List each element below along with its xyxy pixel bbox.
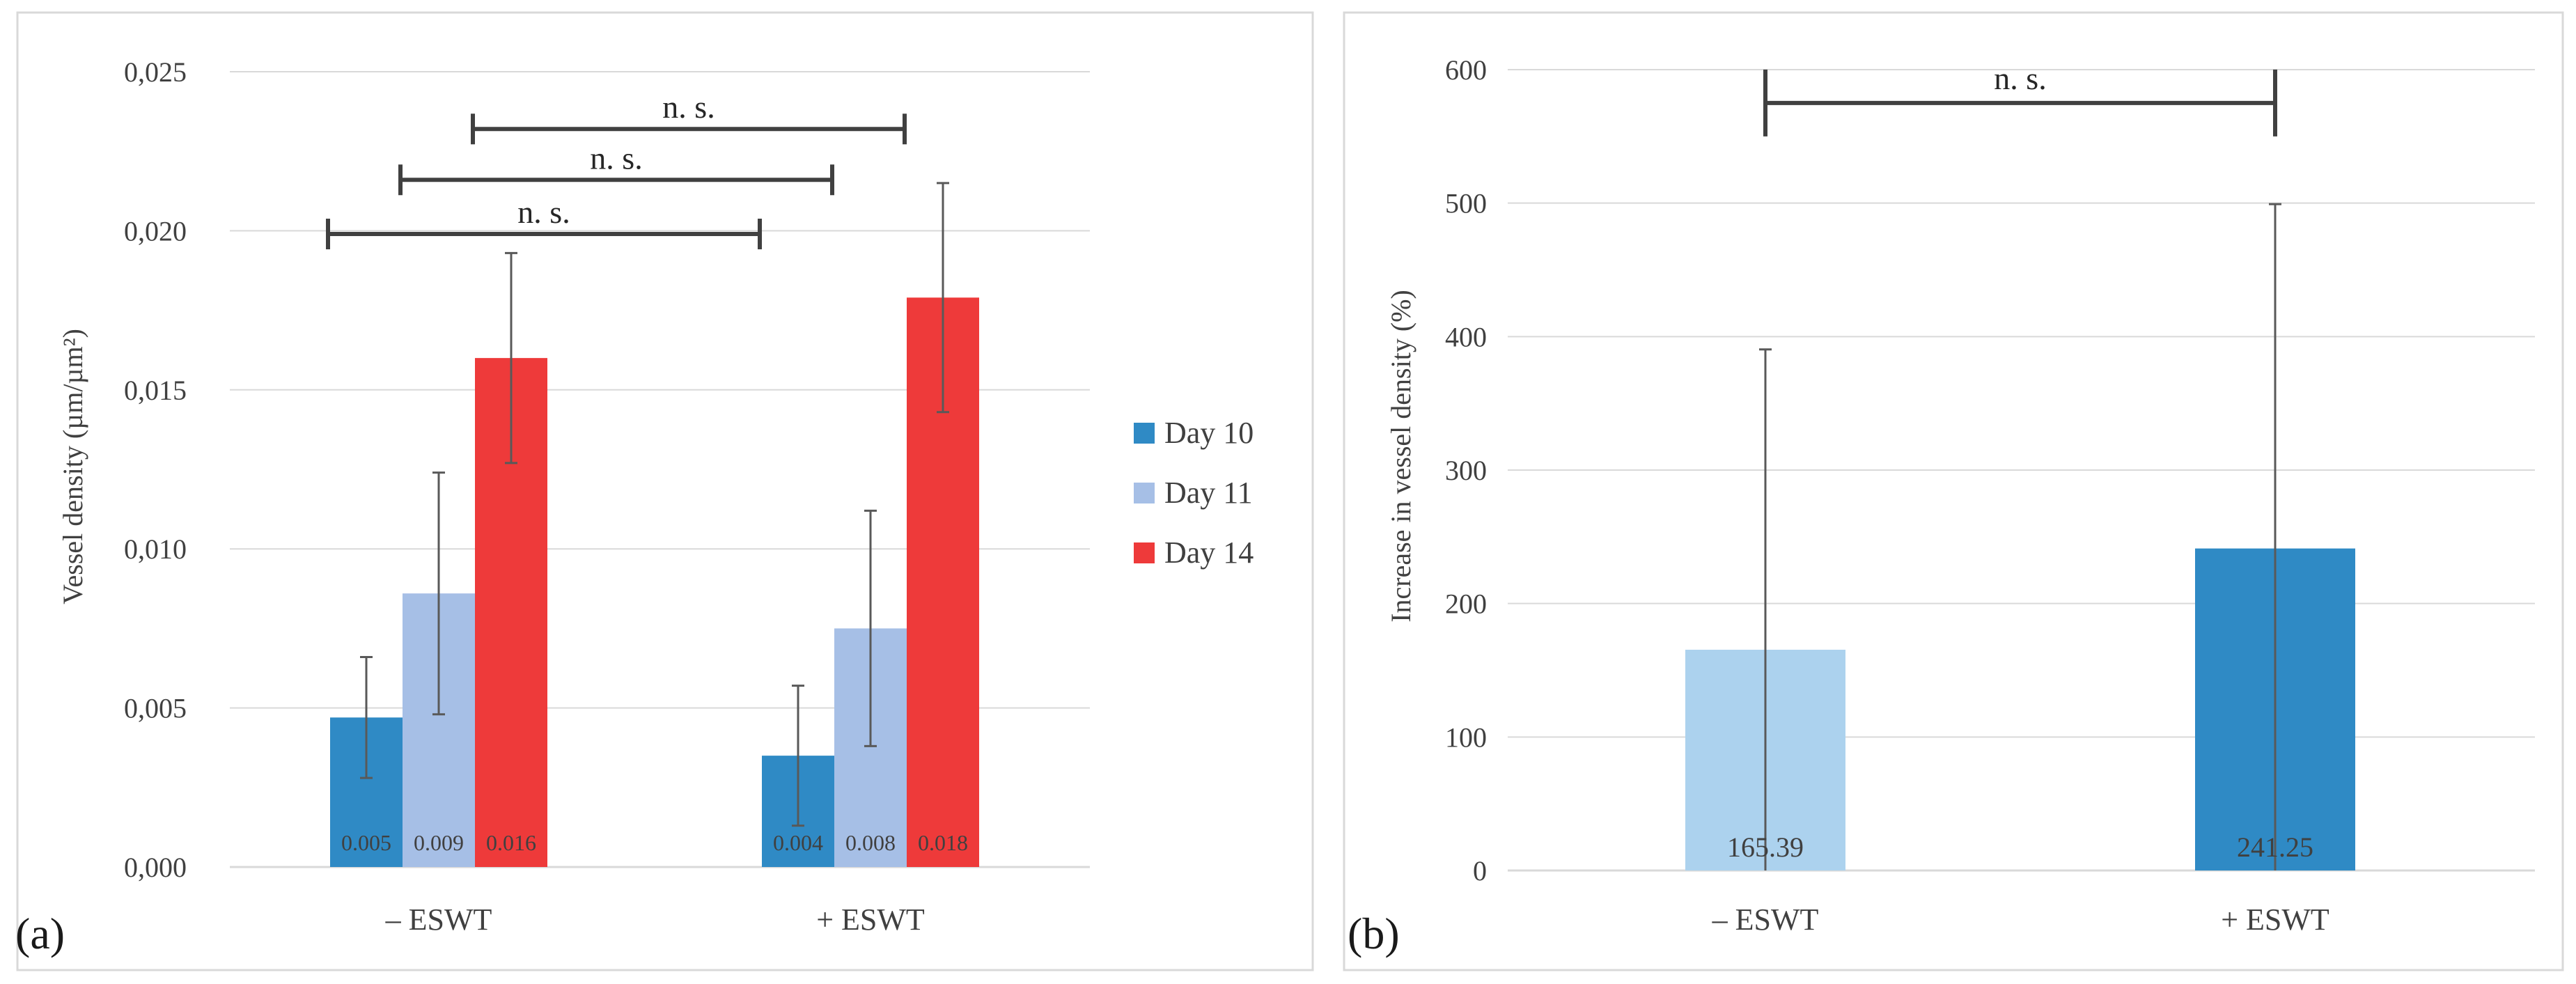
b-y-tick-label: 100 — [1445, 721, 1487, 753]
b-category-label: + ESWT — [2221, 903, 2329, 937]
b-y-ticks: 0 100 200 300 400 500 600 — [1445, 54, 1487, 887]
panel-b-frame — [1343, 11, 2564, 971]
a-significance-label: n. s. — [662, 89, 715, 125]
legend-item-day14: Day 14 — [1134, 536, 1254, 570]
a-error-bars — [360, 182, 949, 827]
b-significance-label: n. s. — [1994, 61, 2046, 96]
b-significance-bracket: n. s. — [1763, 61, 2277, 136]
b-error-bars — [1759, 203, 2281, 870]
a-data-label: 0.009 — [414, 830, 464, 855]
panel-label-b: (b) — [1348, 909, 1400, 958]
panel-a-frame — [16, 11, 1314, 971]
a-y-tick-label: 0,005 — [124, 693, 187, 724]
a-significance-brackets: n. s. n. s. n. s. — [326, 89, 907, 249]
a-y-ticks: 0,000 0,005 0,010 0,015 0,020 0,025 — [124, 56, 187, 883]
a-y-tick-label: 0,020 — [124, 215, 187, 247]
a-y-axis-title: Vessel density (µm/µm²) — [57, 329, 88, 604]
legend-swatch-day14 — [1134, 542, 1155, 563]
b-y-tick-label: 300 — [1445, 455, 1487, 486]
chart-panel-b: 0 100 200 300 400 500 600 165.39 241.25 n. s. I… — [1348, 54, 2535, 958]
legend-label-day14: Day 14 — [1164, 536, 1254, 570]
a-bars — [330, 297, 979, 867]
a-y-tick-label: 0,010 — [124, 533, 187, 565]
legend-label-day10: Day 10 — [1164, 416, 1254, 450]
b-y-tick-label: 200 — [1445, 588, 1487, 620]
a-data-label: 0.016 — [486, 830, 536, 855]
a-category-label: + ESWT — [816, 903, 925, 937]
legend-swatch-day11 — [1134, 483, 1155, 503]
a-legend: Day 10 Day 11 Day 14 — [1134, 416, 1254, 570]
a-significance-label: n. s. — [590, 140, 642, 175]
a-y-tick-label: 0,025 — [124, 56, 187, 88]
legend-label-day11: Day 11 — [1164, 476, 1253, 510]
a-data-label: 0.008 — [845, 830, 896, 855]
b-data-label: 165.39 — [1727, 831, 1804, 863]
b-bars — [1685, 548, 2355, 870]
a-y-tick-label: 0,015 — [124, 375, 187, 406]
b-y-tick-label: 500 — [1445, 188, 1487, 219]
b-y-tick-label: 400 — [1445, 321, 1487, 352]
panel-label-a: (a) — [15, 909, 65, 958]
b-data-label: 241.25 — [2237, 831, 2313, 863]
legend-item-day10: Day 10 — [1134, 416, 1254, 450]
a-category-label: – ESWT — [385, 903, 492, 937]
a-significance-label: n. s. — [517, 194, 570, 230]
b-category-label: – ESWT — [1712, 903, 1819, 937]
b-y-tick-label: 600 — [1445, 54, 1487, 86]
a-y-tick-label: 0,000 — [124, 852, 187, 883]
a-data-labels: 0.005 0.004 0.009 0.008 0.016 0.018 — [341, 830, 968, 855]
legend-item-day11: Day 11 — [1134, 476, 1253, 510]
b-y-axis-title: Increase in vessel density (%) — [1385, 290, 1416, 623]
b-y-tick-label: 0 — [1473, 855, 1487, 887]
a-data-label: 0.005 — [341, 830, 391, 855]
a-data-label: 0.018 — [918, 830, 968, 855]
a-data-label: 0.004 — [773, 830, 823, 855]
b-gridlines — [1508, 69, 2535, 872]
b-data-labels: 165.39 241.25 — [1727, 831, 2313, 863]
legend-swatch-day10 — [1134, 423, 1155, 444]
